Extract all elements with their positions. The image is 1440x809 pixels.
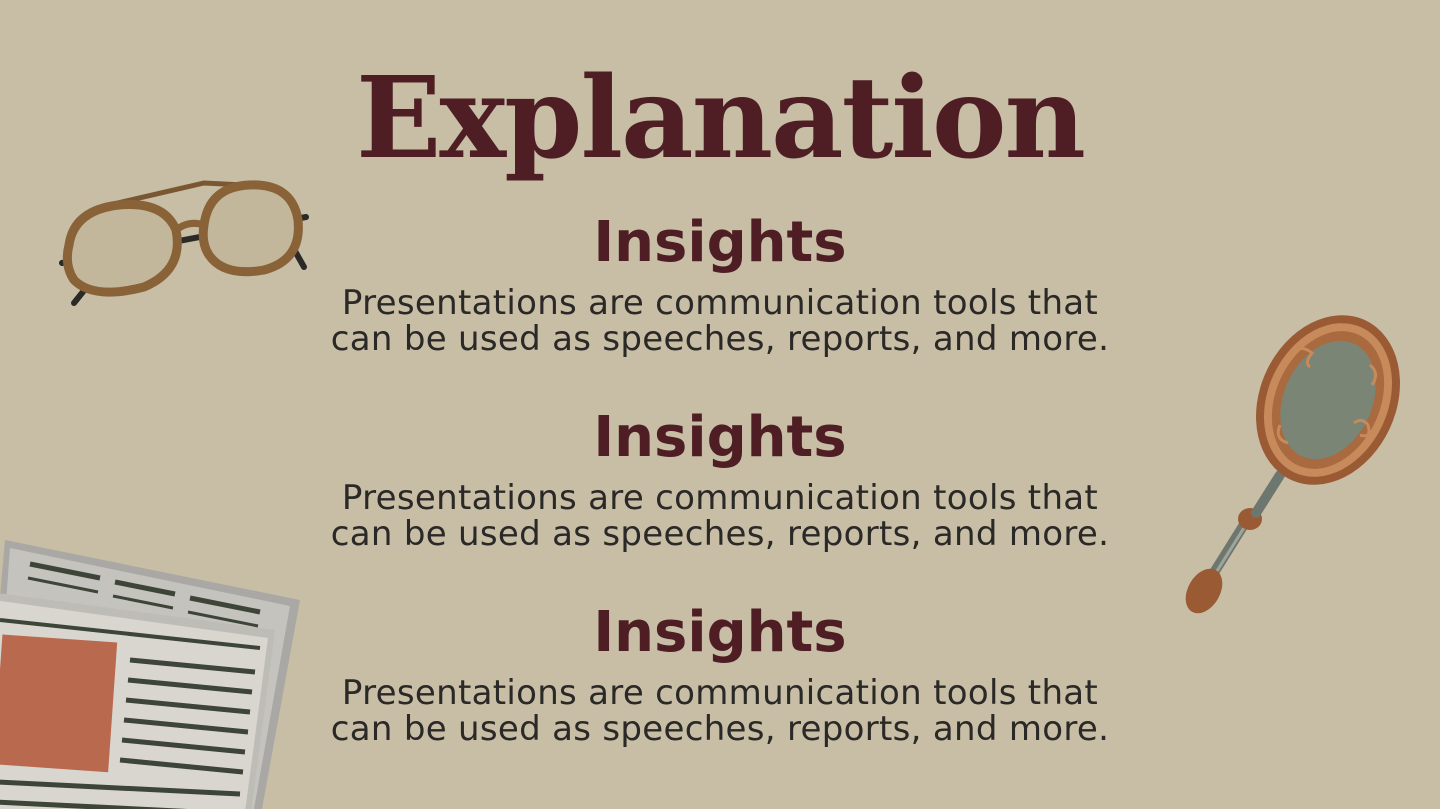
section-body: Presentations are communication tools th… (240, 675, 1200, 747)
section-heading: Insights (593, 405, 847, 470)
section-body-line: Presentations are communication tools th… (341, 478, 1099, 518)
section-body: Presentations are communication tools th… (240, 480, 1200, 552)
newspaper-icon (0, 540, 300, 809)
section-body-line: can be used as speeches, reports, and mo… (330, 514, 1110, 554)
insight-section: Insights Presentations are communication… (240, 205, 1200, 357)
section-heading: Insights (593, 600, 847, 665)
section-body-line: can be used as speeches, reports, and mo… (330, 709, 1110, 749)
hand-mirror-icon (1185, 315, 1400, 614)
section-body: Presentations are communication tools th… (240, 285, 1200, 357)
section-body-line: Presentations are communication tools th… (341, 283, 1099, 323)
slide-title: Explanation (356, 53, 1086, 184)
section-heading: Insights (593, 210, 847, 275)
section-body-line: can be used as speeches, reports, and mo… (330, 319, 1110, 359)
section-body-line: Presentations are communication tools th… (341, 673, 1099, 713)
insight-section: Insights Presentations are communication… (240, 595, 1200, 747)
insight-section: Insights Presentations are communication… (240, 400, 1200, 552)
eyeglasses-icon (59, 180, 309, 306)
